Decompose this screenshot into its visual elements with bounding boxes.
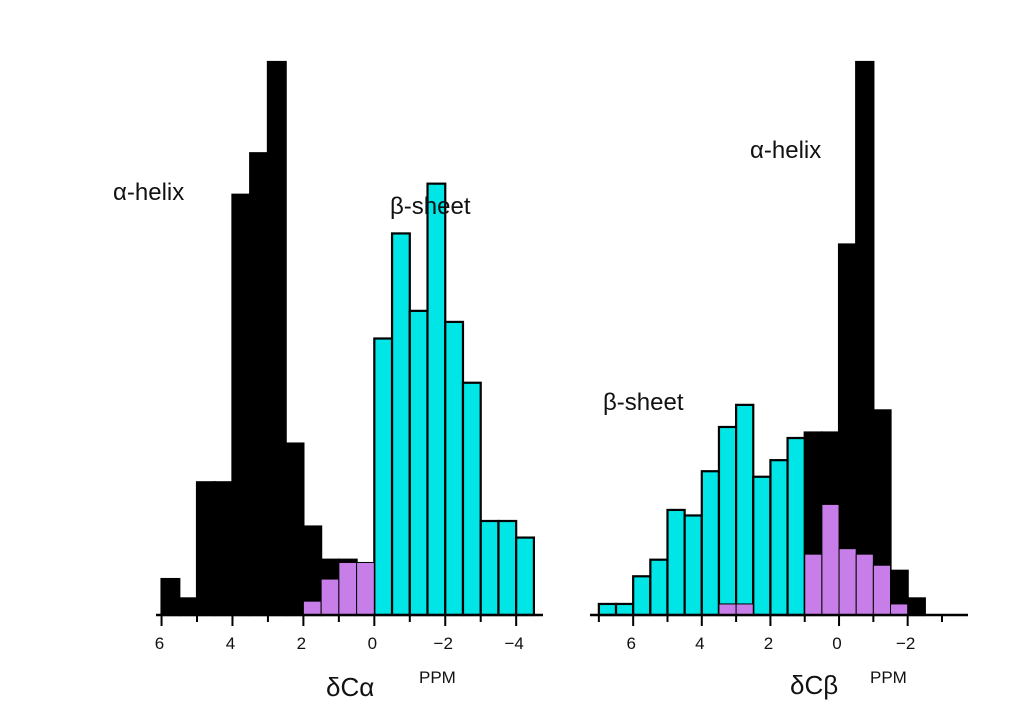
cbeta-axis-label: δCβ bbox=[790, 670, 838, 700]
calpha-overlap-bar bbox=[320, 578, 340, 616]
calpha-alpha-bar bbox=[160, 577, 181, 617]
cbeta-tick-label: 4 bbox=[695, 634, 704, 653]
cbeta-beta-bar bbox=[769, 459, 789, 617]
calpha-tick-label: 2 bbox=[297, 634, 306, 653]
calpha-tick-label: −2 bbox=[434, 634, 453, 653]
cbeta-beta-bar bbox=[632, 575, 652, 617]
calpha-alpha-helix-label: α-helix bbox=[113, 179, 184, 206]
calpha-alpha-bar bbox=[266, 60, 287, 617]
cbeta-unit-label: PPM bbox=[870, 668, 907, 687]
calpha-beta-bar bbox=[426, 182, 447, 617]
cbeta-overlap-bar bbox=[855, 553, 874, 616]
calpha-alpha-bar bbox=[249, 152, 270, 617]
calpha-tick-label: 0 bbox=[368, 634, 377, 653]
cbeta-alpha-helix-label: α-helix bbox=[750, 137, 821, 164]
cbeta-overlap-bar bbox=[872, 564, 892, 616]
calpha-overlap-bar bbox=[302, 600, 322, 616]
cbeta-beta-bar bbox=[649, 558, 669, 617]
calpha-beta-bar bbox=[444, 320, 465, 617]
calpha-overlap-bar bbox=[338, 561, 358, 616]
calpha-beta-bar bbox=[461, 381, 482, 617]
cbeta-tick-label: 6 bbox=[626, 634, 635, 653]
cbeta-beta-bar bbox=[717, 425, 738, 617]
calpha-beta-bar bbox=[373, 337, 394, 617]
cbeta-beta-bar bbox=[614, 602, 635, 617]
cbeta-overlap-bar bbox=[718, 603, 737, 616]
calpha-alpha-bar bbox=[195, 481, 216, 617]
cbeta-beta-bar bbox=[683, 514, 703, 617]
calpha-tick-label: 4 bbox=[226, 634, 235, 653]
cbeta-overlap-bar bbox=[804, 553, 823, 616]
calpha-alpha-bar bbox=[231, 193, 252, 617]
calpha-alpha-bar bbox=[284, 442, 305, 617]
cbeta-overlap-bar bbox=[735, 603, 754, 616]
calpha-beta-sheet-label: β-sheet bbox=[390, 193, 471, 220]
cbeta-beta-bar bbox=[735, 403, 755, 617]
calpha-tick-label: −4 bbox=[504, 634, 523, 653]
calpha-beta-bar bbox=[497, 519, 518, 617]
calpha-beta-bar bbox=[390, 232, 411, 617]
calpha-histogram-panel: 6 4 2 0 −2 −4 α-helix β-sheet δCα PPM bbox=[113, 60, 543, 702]
calpha-bars bbox=[160, 60, 536, 617]
calpha-beta-bar bbox=[515, 536, 536, 617]
calpha-alpha-bar bbox=[178, 597, 199, 617]
cbeta-x-axis: 6 4 2 0 −2 bbox=[590, 613, 968, 653]
calpha-axis-label: δCα bbox=[326, 672, 374, 702]
cbeta-overlap-bar bbox=[838, 548, 857, 616]
cbeta-beta-bar bbox=[786, 436, 806, 617]
cbeta-beta-bar bbox=[666, 508, 686, 617]
calpha-tick-label: 6 bbox=[155, 634, 164, 653]
calpha-unit-label: PPM bbox=[419, 668, 456, 687]
cbeta-alpha-bar bbox=[855, 60, 875, 617]
cbeta-tick-label: 2 bbox=[764, 634, 773, 653]
cbeta-tick-label: −2 bbox=[896, 634, 915, 653]
calpha-beta-bar bbox=[479, 519, 500, 617]
cbeta-beta-bar bbox=[597, 602, 618, 617]
cbeta-overlap-bar bbox=[890, 603, 909, 616]
calpha-x-axis: 6 4 2 0 −2 −4 bbox=[155, 613, 543, 653]
calpha-beta-bar bbox=[408, 309, 429, 617]
cbeta-histogram-panel: 6 4 2 0 −2 α-helix β-sheet δCβ PPM bbox=[590, 60, 968, 700]
calpha-alpha-bar bbox=[213, 481, 234, 617]
cbeta-alpha-bar bbox=[906, 597, 926, 617]
cbeta-tick-label: 0 bbox=[832, 634, 841, 653]
cbeta-beta-bar bbox=[752, 475, 772, 617]
cbeta-overlap-bar bbox=[821, 503, 840, 616]
calpha-overlap-bar bbox=[356, 561, 375, 616]
cbeta-beta-bar bbox=[700, 470, 721, 617]
cbeta-beta-sheet-label: β-sheet bbox=[603, 389, 684, 416]
